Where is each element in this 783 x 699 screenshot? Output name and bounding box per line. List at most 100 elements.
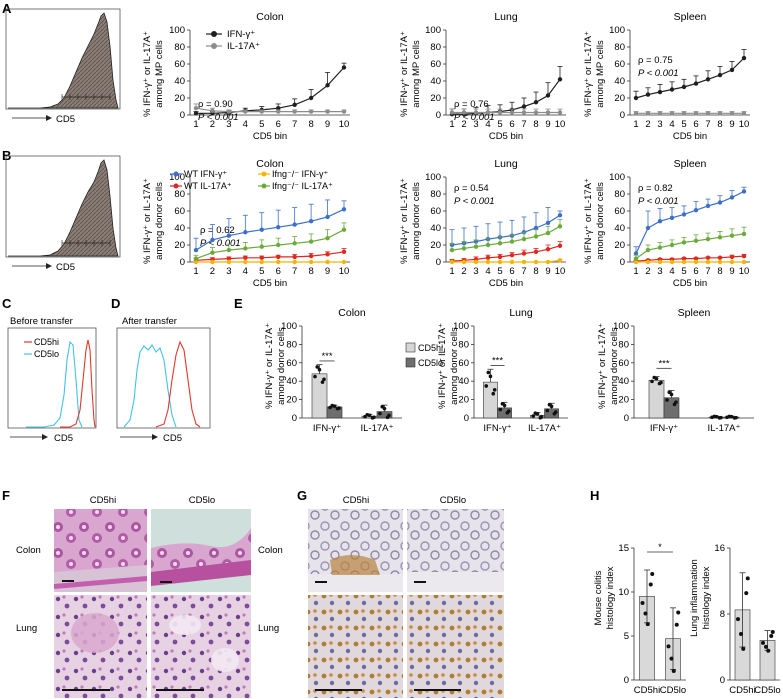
chart-b-2-point [645,247,651,253]
ylabel-h2-line1: Lung inflammation [689,559,700,637]
chart-b-1-series-1 [449,241,563,264]
chart-e-0-dot [330,403,335,408]
chart-b-1-point [557,224,563,229]
chart-b-1-xtick-label: 10 [555,266,566,277]
chart-b-2-xtick-label: 1 [633,266,638,277]
chart-a-1-xtick-label: 3 [473,119,478,130]
chart-e-0-ytick-label: 80 [286,339,297,350]
ylabel-e3-line1: % IFN-γ⁺ or IL-17A⁺ [597,323,608,409]
chart-h-1-ytick-label: 16 [714,543,725,554]
chart-b-0-xtick-label: 1 [193,266,198,277]
chart-b-1-point [545,247,551,252]
chart-a-1-xlabel: CD5 bin [489,131,523,142]
chart-a-2-point [657,89,663,95]
chart-h-0-sig-label: * [658,542,662,553]
chart-a-2-xtick-label: 2 [645,119,650,130]
panel-f: CD5hi CD5lo Colon Lung [16,495,251,698]
chart-a-0-xtick-label: 4 [243,119,248,130]
histogram-c-cd5hi-curve [60,339,96,428]
chart-h-1-dot [736,617,740,622]
chart-a-2-series-1 [633,111,747,116]
chart-a-0-ytick-label: 100 [169,25,185,36]
chart-b-1-point [473,244,479,249]
chart-e-0-dot [365,412,370,417]
chart-b-2-plot: Spleen 0 20 40 60 80 100 1 2 3 4 5 6 7 8 9 10 CD5 bin ρ = … [609,158,750,289]
ylabel-b: % IFN-γ⁺ or IL-17A⁺ among donor cells % … [142,178,606,264]
chart-b-0-series-2 [193,259,347,265]
chart-b-1-xtick-label: 8 [533,266,538,277]
chart-e-0-plot: Colon 0 20 40 60 80 100 IFN-γ⁺ *** IL-17A⁺ [281,307,402,434]
chart-b-0-point [226,256,232,261]
chart-a-1-ytick-label: 0 [436,110,441,121]
chart-a-2-point [633,95,639,101]
chart-e-2-dot [669,392,674,397]
chart-h-0-dot [640,601,645,605]
chart-a-1-xtick-label: 1 [449,119,454,130]
chart-b-2-point [657,245,663,250]
chart-e-1-title: Lung [509,307,533,319]
chart-e-0-ytick-label: 60 [286,358,297,369]
chart-b-1-xlabel: CD5 bin [489,278,523,289]
chart-b-0-stat-rho: ρ = 0.62 [200,225,235,236]
ylabel-b-line1: % IFN-γ⁺ or IL-17A⁺ [142,178,153,264]
chart-h-0-ytick-label: 5 [624,631,629,642]
chart-b-0-xtick-label: 10 [339,266,350,277]
chart-b-1-point [497,254,503,260]
chart-b-2-ytick-label: 40 [614,223,625,234]
chart-a-0-xtick-label: 1 [193,119,198,130]
chart-a-0-xtick-label: 5 [259,119,264,130]
chart-b-2-xtick-label: 10 [739,266,750,277]
chart-a-1-xtick-label: 8 [533,119,538,130]
chart-a-1-ytick-label: 20 [430,93,441,104]
chart-b-0-point [226,247,232,253]
chart-e-2-ytick-label: 100 [613,321,629,332]
chart-a-0-ytick-label: 40 [174,76,185,87]
chart-b-2-xtick-label: 2 [645,266,650,277]
histogram-b: CD5 [5,155,121,273]
chart-a-2-xtick-label: 10 [739,119,750,130]
chart-e-1-dot [492,388,497,392]
chart-e-2-ytick-label: 0 [624,413,629,424]
chart-b-0-point [292,259,297,265]
chart-e-1-dot [486,370,491,375]
ylabel-a-line2: among MP cells [154,40,165,108]
chart-e-0-ytick-label: 100 [281,321,297,332]
ylabel-b-line2: among donor cells [154,182,165,260]
chart-b-0-point [292,254,297,260]
chart-e-1-dot [538,415,543,420]
chart-b-1-xtick-label: 2 [461,266,466,277]
chart-h-0-dot [676,610,681,615]
chart-b-0-point [325,236,330,241]
legend-a-ifn-marker [211,31,217,37]
chart-b-1-series-line [452,259,561,263]
histogram-c-title: Before transfer [10,316,73,327]
chart-b-0-xtick-label: 7 [292,266,297,277]
chart-b-1-point [521,236,527,242]
chart-b-0-xtick-label: 5 [259,266,264,277]
chart-a-0-point [292,109,297,114]
histogram-c: Before transfer CD5hi CD5lo CD5 [7,316,97,444]
chart-b-1-ytick-label: 40 [430,223,441,234]
chart-b-2-point [741,253,747,259]
chart-h-1-dot [744,591,749,596]
chart-b-1-point [473,259,479,265]
chart-b-0-series-0 [193,199,347,253]
chart-b-2-series-3 [633,226,747,261]
chart-b-1-stat-p: P < 0.001 [454,196,495,207]
chart-b-1-ytick-label: 0 [436,257,441,268]
chart-b-2-point [633,256,639,261]
chart-a-1-xtick-label: 2 [461,119,466,130]
chart-b-0-xtick-label: 9 [325,266,330,277]
chart-a-0-point [193,106,199,111]
chart-a-1-title: Lung [494,11,518,23]
chart-a-2-point [717,72,723,78]
chart-a-0-xlabel: CD5 bin [253,131,287,142]
chart-a-0-point [341,109,347,114]
chart-a-1-stat-rho: ρ = 0.76 [454,99,489,110]
histogram-b-xlabel: CD5 [56,262,75,273]
chart-h-1-dot [770,629,775,634]
chart-b-2-series-line [635,190,745,254]
chart-h-0-dot [674,622,679,627]
